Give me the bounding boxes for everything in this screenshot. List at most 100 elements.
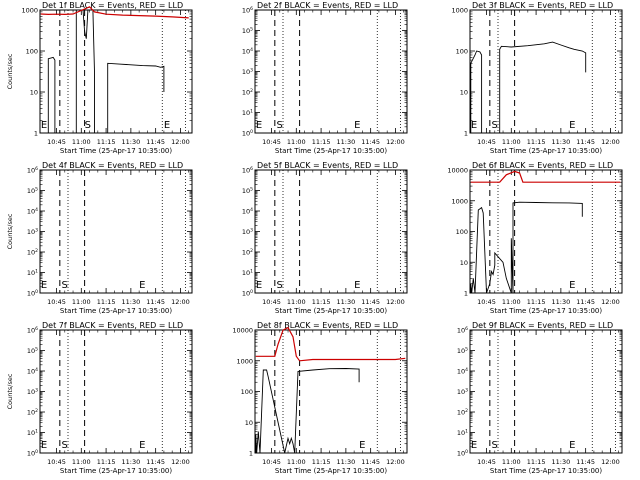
x-tick-label: 12:00: [601, 458, 620, 466]
y-tick-label: 100: [456, 228, 468, 236]
y-tick-label: 104: [27, 367, 38, 376]
y-tick-label: 102: [27, 248, 38, 257]
panel-det-1: Det 1f BLACK = Events, RED = LLD Counts/s…: [6, 1, 193, 155]
x-tick-label: 11:30: [122, 458, 141, 466]
y-tick-label: 1: [249, 450, 253, 458]
plot-frame: [254, 9, 408, 134]
panel-title: Det 3f BLACK = Events, RED = LLD: [472, 1, 613, 10]
panel-title: Det 6f BLACK = Events, RED = LLD: [472, 161, 613, 170]
y-tick-label: 106: [27, 326, 38, 335]
panel-det-3: Det 3f BLACK = Events, RED = LLD Start Ti…: [451, 1, 623, 155]
y-tick-label: 101: [242, 269, 253, 278]
x-tick-label: 10:45: [47, 298, 66, 306]
panel-title: Det 7f BLACK = Events, RED = LLD: [42, 321, 183, 330]
y-tick-label: 1: [464, 290, 468, 298]
panel-title: Det 5f BLACK = Events, RED = LLD: [257, 161, 398, 170]
panel-det-4: Det 4f BLACK = Events, RED = LLD Counts/s…: [6, 161, 193, 315]
x-tick-label: 12:00: [386, 458, 405, 466]
y-tick-label: 101: [457, 429, 468, 438]
phase-marker-e: E: [41, 440, 47, 451]
x-tick-label: 11:15: [312, 138, 331, 146]
x-tick-label: 10:45: [477, 298, 496, 306]
phase-marker-e: E: [139, 280, 145, 291]
x-tick-label: 11:00: [287, 298, 306, 306]
y-tick-label: 100: [242, 289, 253, 298]
x-tick-label: 10:45: [477, 458, 496, 466]
y-tick-label: 106: [27, 166, 38, 175]
lld-series: [40, 6, 189, 19]
y-tick-label: 102: [457, 408, 468, 417]
phase-marker-s: S: [61, 440, 67, 451]
y-tick-label: 102: [242, 248, 253, 257]
phase-marker-e: E: [41, 280, 47, 291]
phase-marker-e: E: [471, 120, 477, 131]
phase-marker-e: E: [164, 120, 170, 131]
y-tick-label: 10: [460, 89, 468, 97]
panel-title: Det 2f BLACK = Events, RED = LLD: [257, 1, 398, 10]
x-tick-label: 11:30: [337, 298, 356, 306]
x-tick-label: 11:45: [576, 298, 595, 306]
x-tick-label: 11:00: [502, 298, 521, 306]
x-tick-label: 11:15: [312, 458, 331, 466]
panel-title: Det 4f BLACK = Events, RED = LLD: [42, 161, 183, 170]
y-tick-label: 103: [242, 68, 253, 77]
x-tick-label: 11:00: [502, 138, 521, 146]
x-tick-label: 11:15: [527, 458, 546, 466]
x-axis-label: Start Time (25-Apr-17 10:35:00): [60, 467, 172, 475]
y-tick-label: 102: [27, 408, 38, 417]
x-tick-label: 10:45: [262, 458, 281, 466]
y-tick-label: 105: [242, 27, 253, 36]
panel-det-5: Det 5f BLACK = Events, RED = LLD Start Ti…: [242, 161, 408, 315]
y-axis-label: Counts/sec: [6, 213, 14, 249]
y-tick-label: 105: [242, 187, 253, 196]
panel-det-9: Det 9f BLACK = Events, RED = LLD Start Ti…: [457, 321, 623, 475]
x-tick-label: 11:00: [287, 138, 306, 146]
x-tick-label: 11:15: [97, 458, 116, 466]
x-tick-label: 12:00: [386, 298, 405, 306]
y-tick-label: 100: [241, 388, 253, 396]
y-tick-label: 104: [242, 47, 253, 56]
phase-marker-e: E: [359, 440, 365, 451]
y-tick-label: 10: [245, 419, 253, 427]
y-tick-label: 100: [242, 129, 253, 138]
x-tick-label: 12:00: [601, 298, 620, 306]
y-tick-label: 101: [27, 269, 38, 278]
phase-marker-e: E: [471, 440, 477, 451]
x-tick-label: 11:45: [576, 458, 595, 466]
plot-frame: [39, 169, 193, 294]
x-tick-label: 11:30: [552, 138, 571, 146]
x-tick-label: 10:45: [477, 138, 496, 146]
y-tick-label: 1000: [236, 357, 253, 365]
x-axis-label: Start Time (25-Apr-17 10:35:00): [490, 307, 602, 315]
y-tick-label: 105: [457, 347, 468, 356]
y-tick-label: 103: [242, 228, 253, 237]
panel-title: Det 1f BLACK = Events, RED = LLD: [42, 1, 183, 10]
phase-marker-e: E: [569, 440, 575, 451]
x-tick-label: 11:00: [502, 458, 521, 466]
y-tick-label: 100: [27, 289, 38, 298]
y-tick-label: 106: [457, 326, 468, 335]
x-tick-label: 11:45: [361, 458, 380, 466]
phase-marker-s: S: [491, 440, 497, 451]
x-tick-label: 11:45: [361, 298, 380, 306]
phase-marker-e: E: [41, 120, 47, 131]
panel-title: Det 8f BLACK = Events, RED = LLD: [257, 321, 398, 330]
y-tick-label: 102: [242, 88, 253, 97]
x-tick-label: 11:45: [361, 138, 380, 146]
x-tick-label: 11:15: [97, 298, 116, 306]
lld-series: [255, 326, 406, 362]
panel-det-8: Det 8f BLACK = Events, RED = LLD Start Ti…: [232, 321, 408, 475]
x-tick-label: 11:00: [287, 458, 306, 466]
x-tick-label: 10:45: [47, 138, 66, 146]
y-tick-label: 105: [27, 187, 38, 196]
y-tick-label: 103: [27, 228, 38, 237]
lld-series: [470, 170, 621, 183]
events-series: [470, 201, 583, 294]
x-tick-label: 11:15: [97, 138, 116, 146]
x-tick-label: 11:45: [146, 138, 165, 146]
y-tick-label: 101: [242, 109, 253, 118]
events-series: [47, 9, 165, 134]
x-tick-label: 11:45: [146, 298, 165, 306]
x-tick-label: 11:00: [72, 138, 91, 146]
